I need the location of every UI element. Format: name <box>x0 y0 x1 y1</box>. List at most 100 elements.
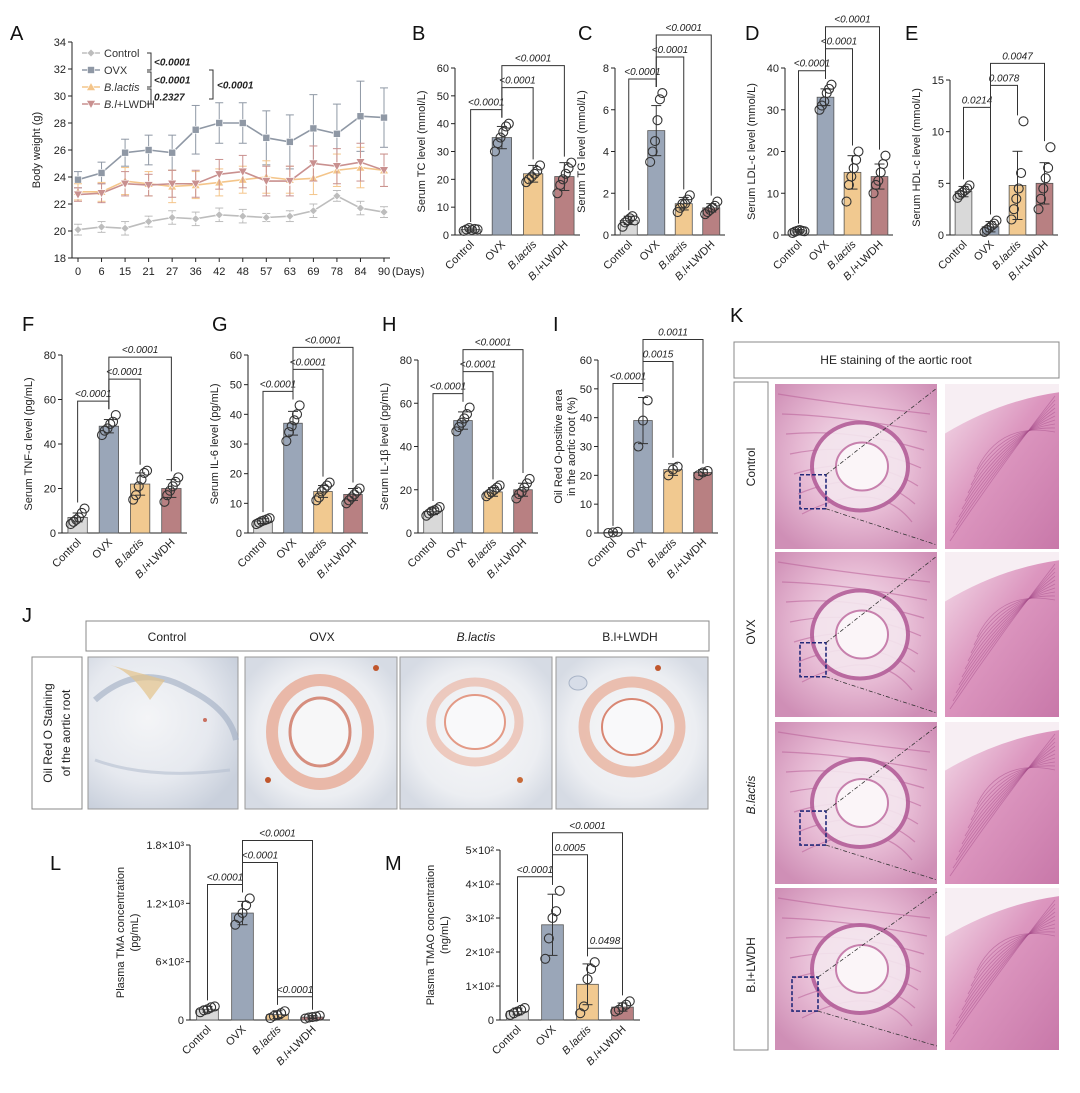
oil-red-image-ovx <box>244 656 398 810</box>
y-tick-label: 24 <box>54 172 66 184</box>
data-point <box>526 171 537 182</box>
p-value-label: <0.0001 <box>468 98 504 109</box>
data-marker <box>333 130 341 138</box>
data-marker <box>190 179 201 189</box>
y-tick-label: 6 <box>603 105 609 117</box>
bar-b-l-lwdh <box>693 472 713 534</box>
he-image-zoom-0 <box>945 384 1059 549</box>
data-point <box>503 118 514 129</box>
y-tick-label: 20 <box>54 226 66 238</box>
x-tick-label: OVX <box>483 238 508 263</box>
data-point <box>141 465 153 476</box>
data-marker <box>72 190 84 200</box>
y-tick-label: 5×10² <box>466 845 495 857</box>
data-point <box>268 1011 279 1022</box>
data-marker <box>238 211 248 221</box>
data-point <box>633 441 644 452</box>
y-tick-label: 80 <box>400 355 412 367</box>
data-marker <box>214 170 225 180</box>
data-point <box>206 1002 217 1013</box>
legend-entry: Control <box>104 48 139 60</box>
stat-bracket <box>209 69 214 100</box>
significance-bracket <box>462 349 524 473</box>
data-point <box>645 156 656 167</box>
y-tick-label: 20 <box>44 484 56 496</box>
significance-bracket <box>277 996 313 1010</box>
y-tick-label: 80 <box>44 350 56 362</box>
panel-b-bar-chart: B 0 10 20 30 40 50 60 Serum TC level (mmol/L) Con… <box>412 23 580 283</box>
data-point <box>495 132 506 143</box>
p-value-label: <0.0001 <box>794 59 830 70</box>
p-value-label: <0.0001 <box>260 379 296 390</box>
y-tick-label: 0 <box>938 230 944 242</box>
data-point <box>289 415 300 426</box>
x-tick-label: OVX <box>274 536 299 561</box>
data-marker <box>237 167 248 177</box>
panel-c-label: C <box>578 23 592 45</box>
data-point <box>1018 116 1029 127</box>
y-tick-label: 30 <box>437 147 449 159</box>
y-tick-label: 22 <box>54 199 66 211</box>
data-point <box>300 1013 311 1024</box>
data-point <box>582 974 593 985</box>
series-line-0 <box>77 194 385 231</box>
data-marker <box>261 177 272 187</box>
significance-bracket <box>242 839 313 1010</box>
y-tick-label: 30 <box>767 105 779 117</box>
data-point <box>1008 204 1019 215</box>
bar-ovx <box>453 420 473 534</box>
y-axis-label: Serum HDL-c level (mmol/L) <box>911 88 923 227</box>
he-image-overview-2 <box>775 722 938 884</box>
oil-red-image-control <box>87 656 239 810</box>
y-tick-label: 1.8×10³ <box>146 840 184 852</box>
data-point <box>209 1001 220 1012</box>
data-point <box>251 519 262 530</box>
data-point <box>492 138 503 149</box>
p-value-label: <0.0001 <box>666 23 702 34</box>
data-point <box>1043 162 1054 173</box>
data-point <box>534 160 546 171</box>
data-point <box>244 893 255 904</box>
legend-entry: OVX <box>104 65 128 77</box>
data-point <box>654 94 665 105</box>
panel-l-bar-chart: L 0 6×10² 1.2×10³ 1.8×10³ Plasma TMA concentr… <box>50 828 330 1068</box>
data-point <box>540 953 551 964</box>
p-value-label: <0.0001 <box>305 335 341 346</box>
data-marker <box>144 146 153 154</box>
x-tick-label: OVX <box>224 1023 249 1048</box>
y-axis-label: Serum TNF-α level (pg/mL) <box>23 377 35 510</box>
data-point <box>291 409 303 420</box>
data-point <box>107 416 119 427</box>
y-tick-label: 2×10² <box>466 947 495 959</box>
data-point <box>1016 167 1027 179</box>
data-point <box>79 503 90 514</box>
data-marker <box>167 213 177 222</box>
data-point <box>607 527 619 538</box>
data-point <box>461 224 472 235</box>
y-tick-label: 3×10² <box>466 913 495 925</box>
data-point <box>319 483 330 494</box>
data-point <box>159 496 170 507</box>
stat-bracket <box>147 88 152 105</box>
y-tick-label: 0 <box>586 528 592 540</box>
data-point <box>458 225 469 236</box>
panel-m-bar-chart: M 0 1×10² 2×10² 3×10² 4×10² 5×10² Plasma TMAO c… <box>385 821 640 1068</box>
data-point <box>629 215 640 226</box>
p-value-label: <0.0001 <box>834 15 870 26</box>
panel-j-row-label-box <box>31 656 83 810</box>
stat-bracket <box>147 71 152 88</box>
he-image-overview-0 <box>775 384 938 549</box>
data-marker <box>73 225 83 235</box>
y-tick-label: 0 <box>50 528 56 540</box>
data-point <box>557 174 569 185</box>
data-point <box>1045 142 1056 153</box>
p-value-label: <0.0001 <box>460 360 496 371</box>
he-image-zoom-3 <box>945 888 1059 1050</box>
data-point <box>621 999 632 1010</box>
x-tick-label: OVX <box>534 1023 559 1048</box>
y-tick-label: 15 <box>932 75 944 87</box>
data-point <box>523 174 535 185</box>
stat-p-value: 0.2327 <box>154 93 185 104</box>
data-point <box>281 435 292 447</box>
y-axis-label: Serum TG level (mmol/L) <box>576 90 588 213</box>
